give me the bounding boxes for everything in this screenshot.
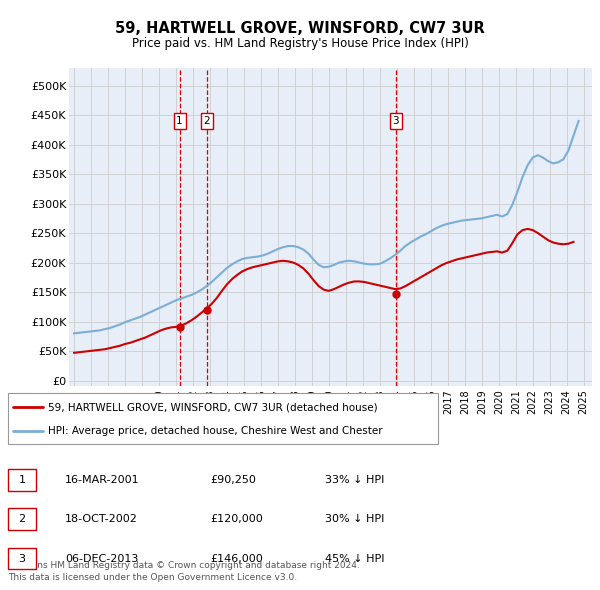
Text: 18-OCT-2002: 18-OCT-2002: [65, 514, 138, 524]
FancyBboxPatch shape: [8, 469, 36, 491]
Text: 59, HARTWELL GROVE, WINSFORD, CW7 3UR (detached house): 59, HARTWELL GROVE, WINSFORD, CW7 3UR (d…: [48, 402, 377, 412]
Text: 3: 3: [392, 116, 399, 126]
Text: £120,000: £120,000: [210, 514, 263, 524]
Text: £146,000: £146,000: [210, 553, 263, 563]
FancyBboxPatch shape: [8, 548, 36, 569]
Text: 2: 2: [203, 116, 210, 126]
Text: Price paid vs. HM Land Registry's House Price Index (HPI): Price paid vs. HM Land Registry's House …: [131, 37, 469, 50]
Text: 59, HARTWELL GROVE, WINSFORD, CW7 3UR: 59, HARTWELL GROVE, WINSFORD, CW7 3UR: [115, 21, 485, 35]
Text: 3: 3: [19, 553, 25, 563]
Text: 1: 1: [176, 116, 183, 126]
Text: 16-MAR-2001: 16-MAR-2001: [65, 475, 140, 485]
Text: 06-DEC-2013: 06-DEC-2013: [65, 553, 139, 563]
Text: 45% ↓ HPI: 45% ↓ HPI: [325, 553, 385, 563]
FancyBboxPatch shape: [8, 394, 438, 444]
Text: 1: 1: [19, 475, 25, 485]
Text: Contains HM Land Registry data © Crown copyright and database right 2024.
This d: Contains HM Land Registry data © Crown c…: [8, 561, 360, 582]
Text: 33% ↓ HPI: 33% ↓ HPI: [325, 475, 385, 485]
Text: 2: 2: [19, 514, 26, 524]
Text: HPI: Average price, detached house, Cheshire West and Chester: HPI: Average price, detached house, Ches…: [48, 425, 383, 435]
Text: 30% ↓ HPI: 30% ↓ HPI: [325, 514, 385, 524]
Text: £90,250: £90,250: [210, 475, 256, 485]
FancyBboxPatch shape: [8, 509, 36, 530]
